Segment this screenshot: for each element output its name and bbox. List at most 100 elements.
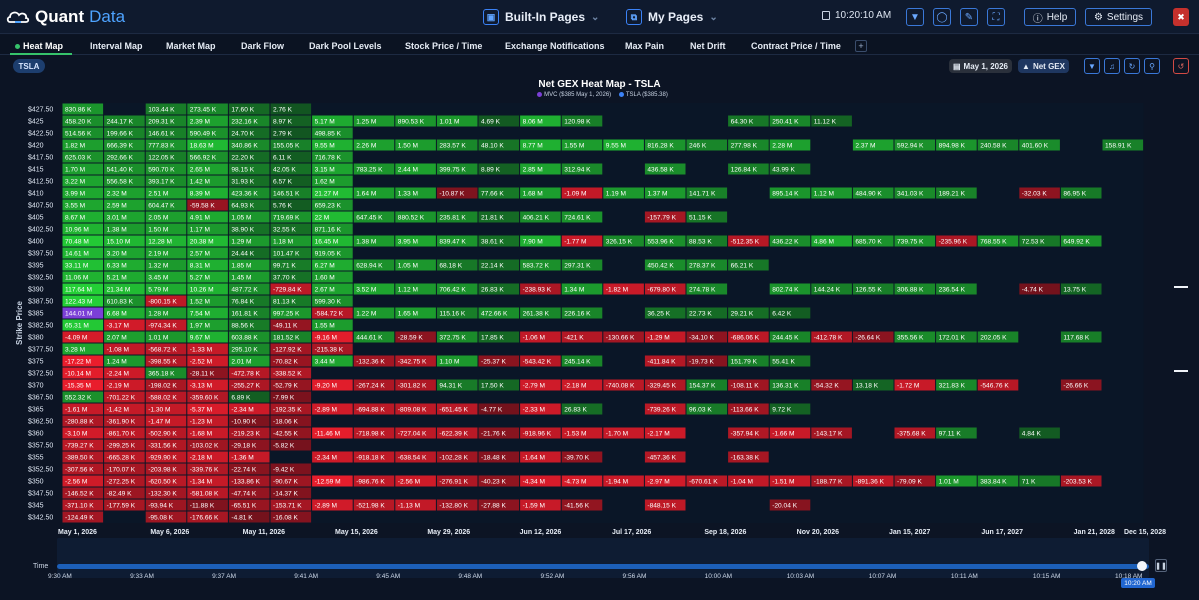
heatmap-cell[interactable] [395, 307, 436, 319]
heatmap-cell[interactable] [312, 151, 353, 163]
heatmap-cell[interactable] [228, 343, 270, 355]
heatmap-cell[interactable] [728, 475, 769, 487]
heatmap-cell[interactable] [769, 499, 811, 511]
heatmap-cell[interactable] [270, 343, 312, 355]
heatmap-cell[interactable] [228, 307, 270, 319]
heatmap-cell[interactable] [894, 283, 936, 295]
heatmap-cell[interactable] [644, 355, 686, 367]
heatmap-cell[interactable] [1060, 235, 1102, 247]
heatmap-cell[interactable] [62, 295, 104, 307]
heatmap-cell[interactable] [228, 151, 270, 163]
heatmap-cell[interactable] [312, 319, 353, 331]
heatmap-cell[interactable] [104, 199, 145, 211]
heatmap-cell[interactable] [187, 199, 228, 211]
chart-filter-button[interactable]: ▼ [1084, 58, 1100, 74]
heatmap-cell[interactable] [436, 259, 478, 271]
heatmap-cell[interactable] [1060, 187, 1102, 199]
heatmap-cell[interactable] [520, 139, 561, 151]
heatmap-cell[interactable] [353, 163, 395, 175]
heatmap-cell[interactable] [62, 103, 104, 115]
heatmap-cell[interactable] [686, 331, 728, 343]
heatmap-cell[interactable] [769, 331, 811, 343]
heatmap-cell[interactable] [187, 151, 228, 163]
heatmap-cell[interactable] [1019, 139, 1060, 151]
heatmap-cell[interactable] [936, 331, 977, 343]
heatmap-cell[interactable] [644, 139, 686, 151]
heatmap-cell[interactable] [728, 307, 769, 319]
heatmap-cell[interactable] [894, 427, 936, 439]
heatmap-cell[interactable] [769, 163, 811, 175]
heatmap-cell[interactable] [1019, 283, 1060, 295]
heatmap-cell[interactable] [187, 355, 228, 367]
heatmap-cell[interactable] [104, 163, 145, 175]
heatmap-cell[interactable] [270, 391, 312, 403]
heatmap-cell[interactable] [395, 331, 436, 343]
heatmap-cell[interactable] [145, 463, 187, 475]
heatmap-cell[interactable] [936, 187, 977, 199]
heatmap-cell[interactable] [104, 451, 145, 463]
heatmap-cell[interactable] [686, 235, 728, 247]
heatmap-cell[interactable] [436, 307, 478, 319]
heatmap-cell[interactable] [312, 403, 353, 415]
time-slider-track[interactable] [57, 564, 1149, 569]
heatmap-cell[interactable] [686, 211, 728, 223]
heatmap-cell[interactable] [686, 355, 728, 367]
heatmap-cell[interactable] [603, 475, 644, 487]
heatmap-cell[interactable] [561, 259, 603, 271]
heatmap-cell[interactable] [353, 259, 395, 271]
heatmap-cell[interactable] [312, 139, 353, 151]
heatmap-cell[interactable] [228, 295, 270, 307]
heatmap-cell[interactable] [478, 307, 520, 319]
heatmap-cell[interactable] [894, 187, 936, 199]
heatmap-cell[interactable] [353, 235, 395, 247]
heatmap-cell[interactable] [936, 283, 977, 295]
heatmap-cell[interactable] [145, 115, 187, 127]
help-button[interactable]: ⓘ Help [1024, 8, 1076, 26]
heatmap-cell[interactable] [811, 379, 852, 391]
heatmap-cell[interactable] [228, 175, 270, 187]
heatmap-cell[interactable] [395, 427, 436, 439]
heatmap-cell[interactable] [228, 223, 270, 235]
heatmap-cell[interactable] [312, 331, 353, 343]
heatmap-cell[interactable] [187, 511, 228, 523]
heatmap-cell[interactable] [603, 235, 644, 247]
heatmap-cell[interactable] [561, 403, 603, 415]
heatmap-cell[interactable] [62, 175, 104, 187]
heatmap-cell[interactable] [145, 427, 187, 439]
heatmap-cell[interactable] [520, 379, 561, 391]
heatmap-cell[interactable] [145, 403, 187, 415]
heatmap-cell[interactable] [520, 403, 561, 415]
heatmap-cell[interactable] [145, 343, 187, 355]
heatmap-cell[interactable] [187, 343, 228, 355]
heatmap-cell[interactable] [312, 223, 353, 235]
heatmap-cell[interactable] [270, 415, 312, 427]
heatmap-cell[interactable] [520, 259, 561, 271]
heatmap-cell[interactable] [187, 127, 228, 139]
heatmap-cell[interactable] [104, 391, 145, 403]
heatmap-cell[interactable] [270, 247, 312, 259]
heatmap-cell[interactable] [270, 487, 312, 499]
heatmap-cell[interactable] [603, 379, 644, 391]
tab-contract-price-time[interactable]: Contract Price / Time [751, 39, 841, 53]
heatmap-cell[interactable] [270, 175, 312, 187]
heatmap-cell[interactable] [769, 475, 811, 487]
heatmap-cell[interactable] [145, 499, 187, 511]
heatmap-cell[interactable] [145, 223, 187, 235]
heatmap-cell[interactable] [520, 499, 561, 511]
heatmap-cell[interactable] [436, 355, 478, 367]
heatmap-cell[interactable] [312, 283, 353, 295]
heatmap-cell[interactable] [894, 139, 936, 151]
heatmap-cell[interactable] [561, 427, 603, 439]
heatmap-cell[interactable] [145, 151, 187, 163]
heatmap-cell[interactable] [270, 295, 312, 307]
heatmap-cell[interactable] [603, 427, 644, 439]
heatmap-cell[interactable] [270, 151, 312, 163]
heatmap-cell[interactable] [395, 355, 436, 367]
heatmap-cell[interactable] [977, 475, 1019, 487]
heatmap-cell[interactable] [62, 127, 104, 139]
heatmap-cell[interactable] [312, 127, 353, 139]
heatmap-cell[interactable] [187, 379, 228, 391]
heatmap-cell[interactable] [104, 307, 145, 319]
heatmap-cell[interactable] [436, 115, 478, 127]
heatmap-cell[interactable] [977, 379, 1019, 391]
